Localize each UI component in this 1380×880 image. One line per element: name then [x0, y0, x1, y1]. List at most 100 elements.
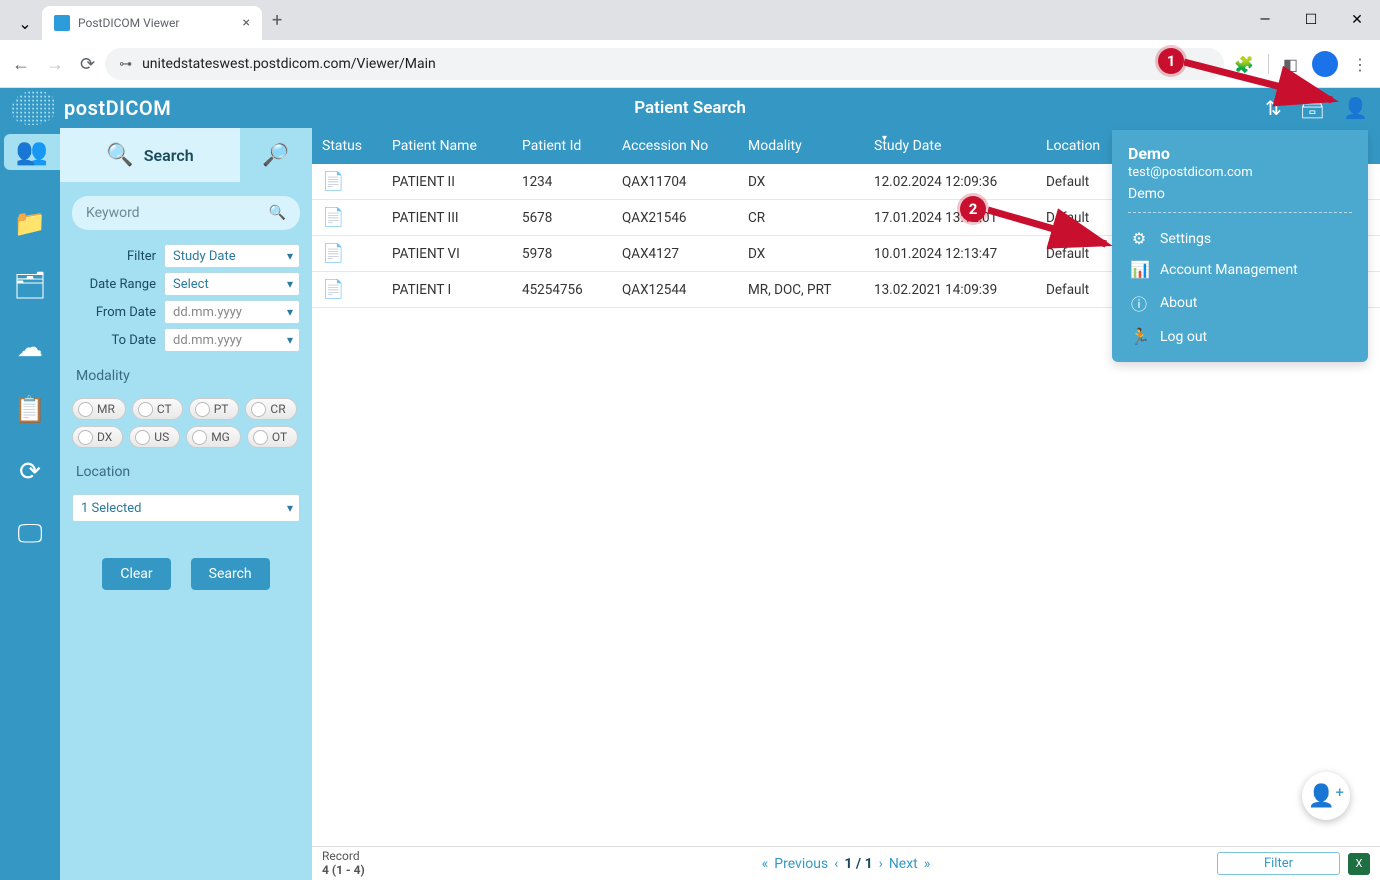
- menu-account[interactable]: 📊Account Management: [1128, 254, 1352, 285]
- page-indicator: 1 / 1: [844, 856, 872, 872]
- minimize-button[interactable]: —: [1242, 0, 1288, 40]
- search-button[interactable]: Search: [191, 558, 270, 590]
- cell-mod: CR: [744, 210, 870, 226]
- user-org: Demo: [1128, 186, 1352, 202]
- filter-grid: Filter Study Date Date Range Select From…: [72, 244, 300, 352]
- location-value: 1 Selected: [81, 501, 141, 516]
- add-user-fab[interactable]: 👤⁺: [1302, 772, 1350, 820]
- modality-chip-cr[interactable]: CR: [245, 398, 296, 420]
- modality-chip-ot[interactable]: OT: [247, 426, 298, 448]
- date-range-select[interactable]: Select: [164, 272, 300, 296]
- window-controls: — ☐ ✕: [1242, 0, 1380, 40]
- browser-menu-icon[interactable]: ⋮: [1352, 55, 1368, 74]
- col-patient-id[interactable]: Patient Id: [518, 138, 618, 154]
- cell-name: PATIENT VI: [388, 246, 518, 262]
- nav-rail: 👥 📁 🗂 ☁︎ 📋 ⟳ 🖵: [0, 128, 60, 880]
- forward-button[interactable]: →: [46, 54, 64, 75]
- panel-content: Keyword 🔍 Filter Study Date Date Range S…: [60, 184, 312, 602]
- site-info-icon[interactable]: ⊶: [119, 57, 132, 72]
- from-date-label: From Date: [72, 305, 156, 320]
- tab-advanced-search[interactable]: 🔎: [240, 128, 312, 184]
- menu-about[interactable]: ⓘAbout: [1128, 285, 1352, 321]
- nav-buttons: ← → ⟳: [12, 54, 95, 75]
- modality-chip-us[interactable]: US: [129, 426, 180, 448]
- date-range-label: Date Range: [72, 277, 156, 292]
- next-icon[interactable]: ›: [879, 856, 883, 872]
- url-field[interactable]: ⊶ unitedstateswest.postdicom.com/Viewer/…: [105, 48, 1224, 80]
- user-name: Demo: [1128, 144, 1352, 163]
- cell-date: 13.02.2021 14:09:39: [870, 282, 1042, 298]
- filter-value: Study Date: [173, 249, 236, 264]
- info-icon: ⓘ: [1130, 291, 1148, 315]
- rail-upload[interactable]: ☁︎: [12, 330, 48, 366]
- col-accession[interactable]: Accession No: [618, 138, 744, 154]
- modality-chip-ct[interactable]: CT: [132, 398, 183, 420]
- browser-tab[interactable]: PostDICOM Viewer ×: [42, 6, 262, 40]
- search-tabs: 🔍 Search 🔎: [60, 128, 312, 184]
- record-count: Record 4 (1 - 4): [322, 850, 365, 876]
- col-modality[interactable]: Modality: [744, 138, 870, 154]
- to-date-input[interactable]: dd.mm.yyyy: [164, 328, 300, 352]
- from-date-input[interactable]: dd.mm.yyyy: [164, 300, 300, 324]
- search-icon: 🔍: [106, 143, 133, 168]
- export-excel-icon[interactable]: X: [1348, 853, 1370, 875]
- app-header: postDICOM Patient Search ⇅ 🗃 👤: [0, 88, 1380, 128]
- rail-studies[interactable]: 🗂: [12, 268, 48, 304]
- pager: « Previous ‹ 1 / 1 › Next »: [762, 856, 931, 872]
- arrow-1: [1184, 52, 1344, 110]
- status-icon: 📄: [318, 171, 388, 192]
- cell-mod: MR, DOC, PRT: [744, 282, 870, 298]
- back-button[interactable]: ←: [12, 54, 30, 75]
- tab-list-dropdown[interactable]: ⌄: [8, 6, 42, 40]
- modality-chip-dx[interactable]: DX: [72, 426, 123, 448]
- table-footer: Record 4 (1 - 4) « Previous ‹ 1 / 1 › Ne…: [312, 846, 1380, 880]
- col-patient-name[interactable]: Patient Name: [388, 138, 518, 154]
- new-tab-button[interactable]: +: [262, 10, 292, 31]
- prev-page[interactable]: Previous: [774, 856, 828, 872]
- modality-chip-pt[interactable]: PT: [189, 398, 240, 420]
- menu-logout[interactable]: 🏃Log out: [1128, 321, 1352, 352]
- rail-share[interactable]: 🖵: [12, 516, 48, 552]
- chart-icon: 📊: [1130, 260, 1148, 279]
- filter-select[interactable]: Study Date: [164, 244, 300, 268]
- brand-logo: [12, 91, 56, 125]
- status-icon: 📄: [318, 279, 388, 300]
- tab-bar: ⌄ PostDICOM Viewer × + — ☐ ✕: [0, 0, 1380, 40]
- user-icon[interactable]: 👤: [1343, 96, 1368, 120]
- cell-mod: DX: [744, 174, 870, 190]
- first-page-icon[interactable]: «: [762, 856, 769, 872]
- tab-search[interactable]: 🔍 Search: [60, 128, 240, 184]
- reload-button[interactable]: ⟳: [80, 54, 95, 75]
- rail-folders[interactable]: 📁: [12, 206, 48, 242]
- cell-id: 5678: [518, 210, 618, 226]
- advanced-search-icon: 🔎: [262, 143, 289, 168]
- filter-button[interactable]: Filter: [1217, 852, 1340, 875]
- rail-sync[interactable]: ⟳: [12, 454, 48, 490]
- modality-label: Modality: [76, 368, 300, 384]
- menu-settings-label: Settings: [1160, 231, 1211, 247]
- close-window-button[interactable]: ✕: [1334, 0, 1380, 40]
- url-text: unitedstateswest.postdicom.com/Viewer/Ma…: [142, 56, 436, 72]
- favicon: [54, 15, 70, 31]
- rail-patients[interactable]: 👥: [4, 134, 60, 170]
- location-select[interactable]: 1 Selected: [72, 494, 300, 522]
- keyword-input[interactable]: Keyword 🔍: [72, 196, 300, 230]
- status-icon: 📄: [318, 243, 388, 264]
- rail-worklist[interactable]: 📋: [12, 392, 48, 428]
- prev-icon[interactable]: ‹: [834, 856, 838, 872]
- col-status[interactable]: Status: [318, 138, 388, 154]
- keyword-search-icon[interactable]: 🔍: [269, 205, 286, 221]
- clear-button[interactable]: Clear: [102, 558, 170, 590]
- col-study-date[interactable]: Study Date: [870, 138, 1042, 154]
- tab-search-label: Search: [144, 146, 194, 165]
- modality-chip-mr[interactable]: MR: [72, 398, 126, 420]
- browser-chrome: ⌄ PostDICOM Viewer × + — ☐ ✕ ← → ⟳ ⊶ uni…: [0, 0, 1380, 88]
- tab-close-icon[interactable]: ×: [243, 15, 250, 31]
- next-page[interactable]: Next: [889, 856, 918, 872]
- last-page-icon[interactable]: »: [924, 856, 931, 872]
- menu-settings[interactable]: ⚙Settings: [1128, 223, 1352, 254]
- modality-chip-mg[interactable]: MG: [186, 426, 241, 448]
- brand[interactable]: postDICOM: [12, 91, 171, 125]
- cell-date: 12.02.2024 12:09:36: [870, 174, 1042, 190]
- maximize-button[interactable]: ☐: [1288, 0, 1334, 40]
